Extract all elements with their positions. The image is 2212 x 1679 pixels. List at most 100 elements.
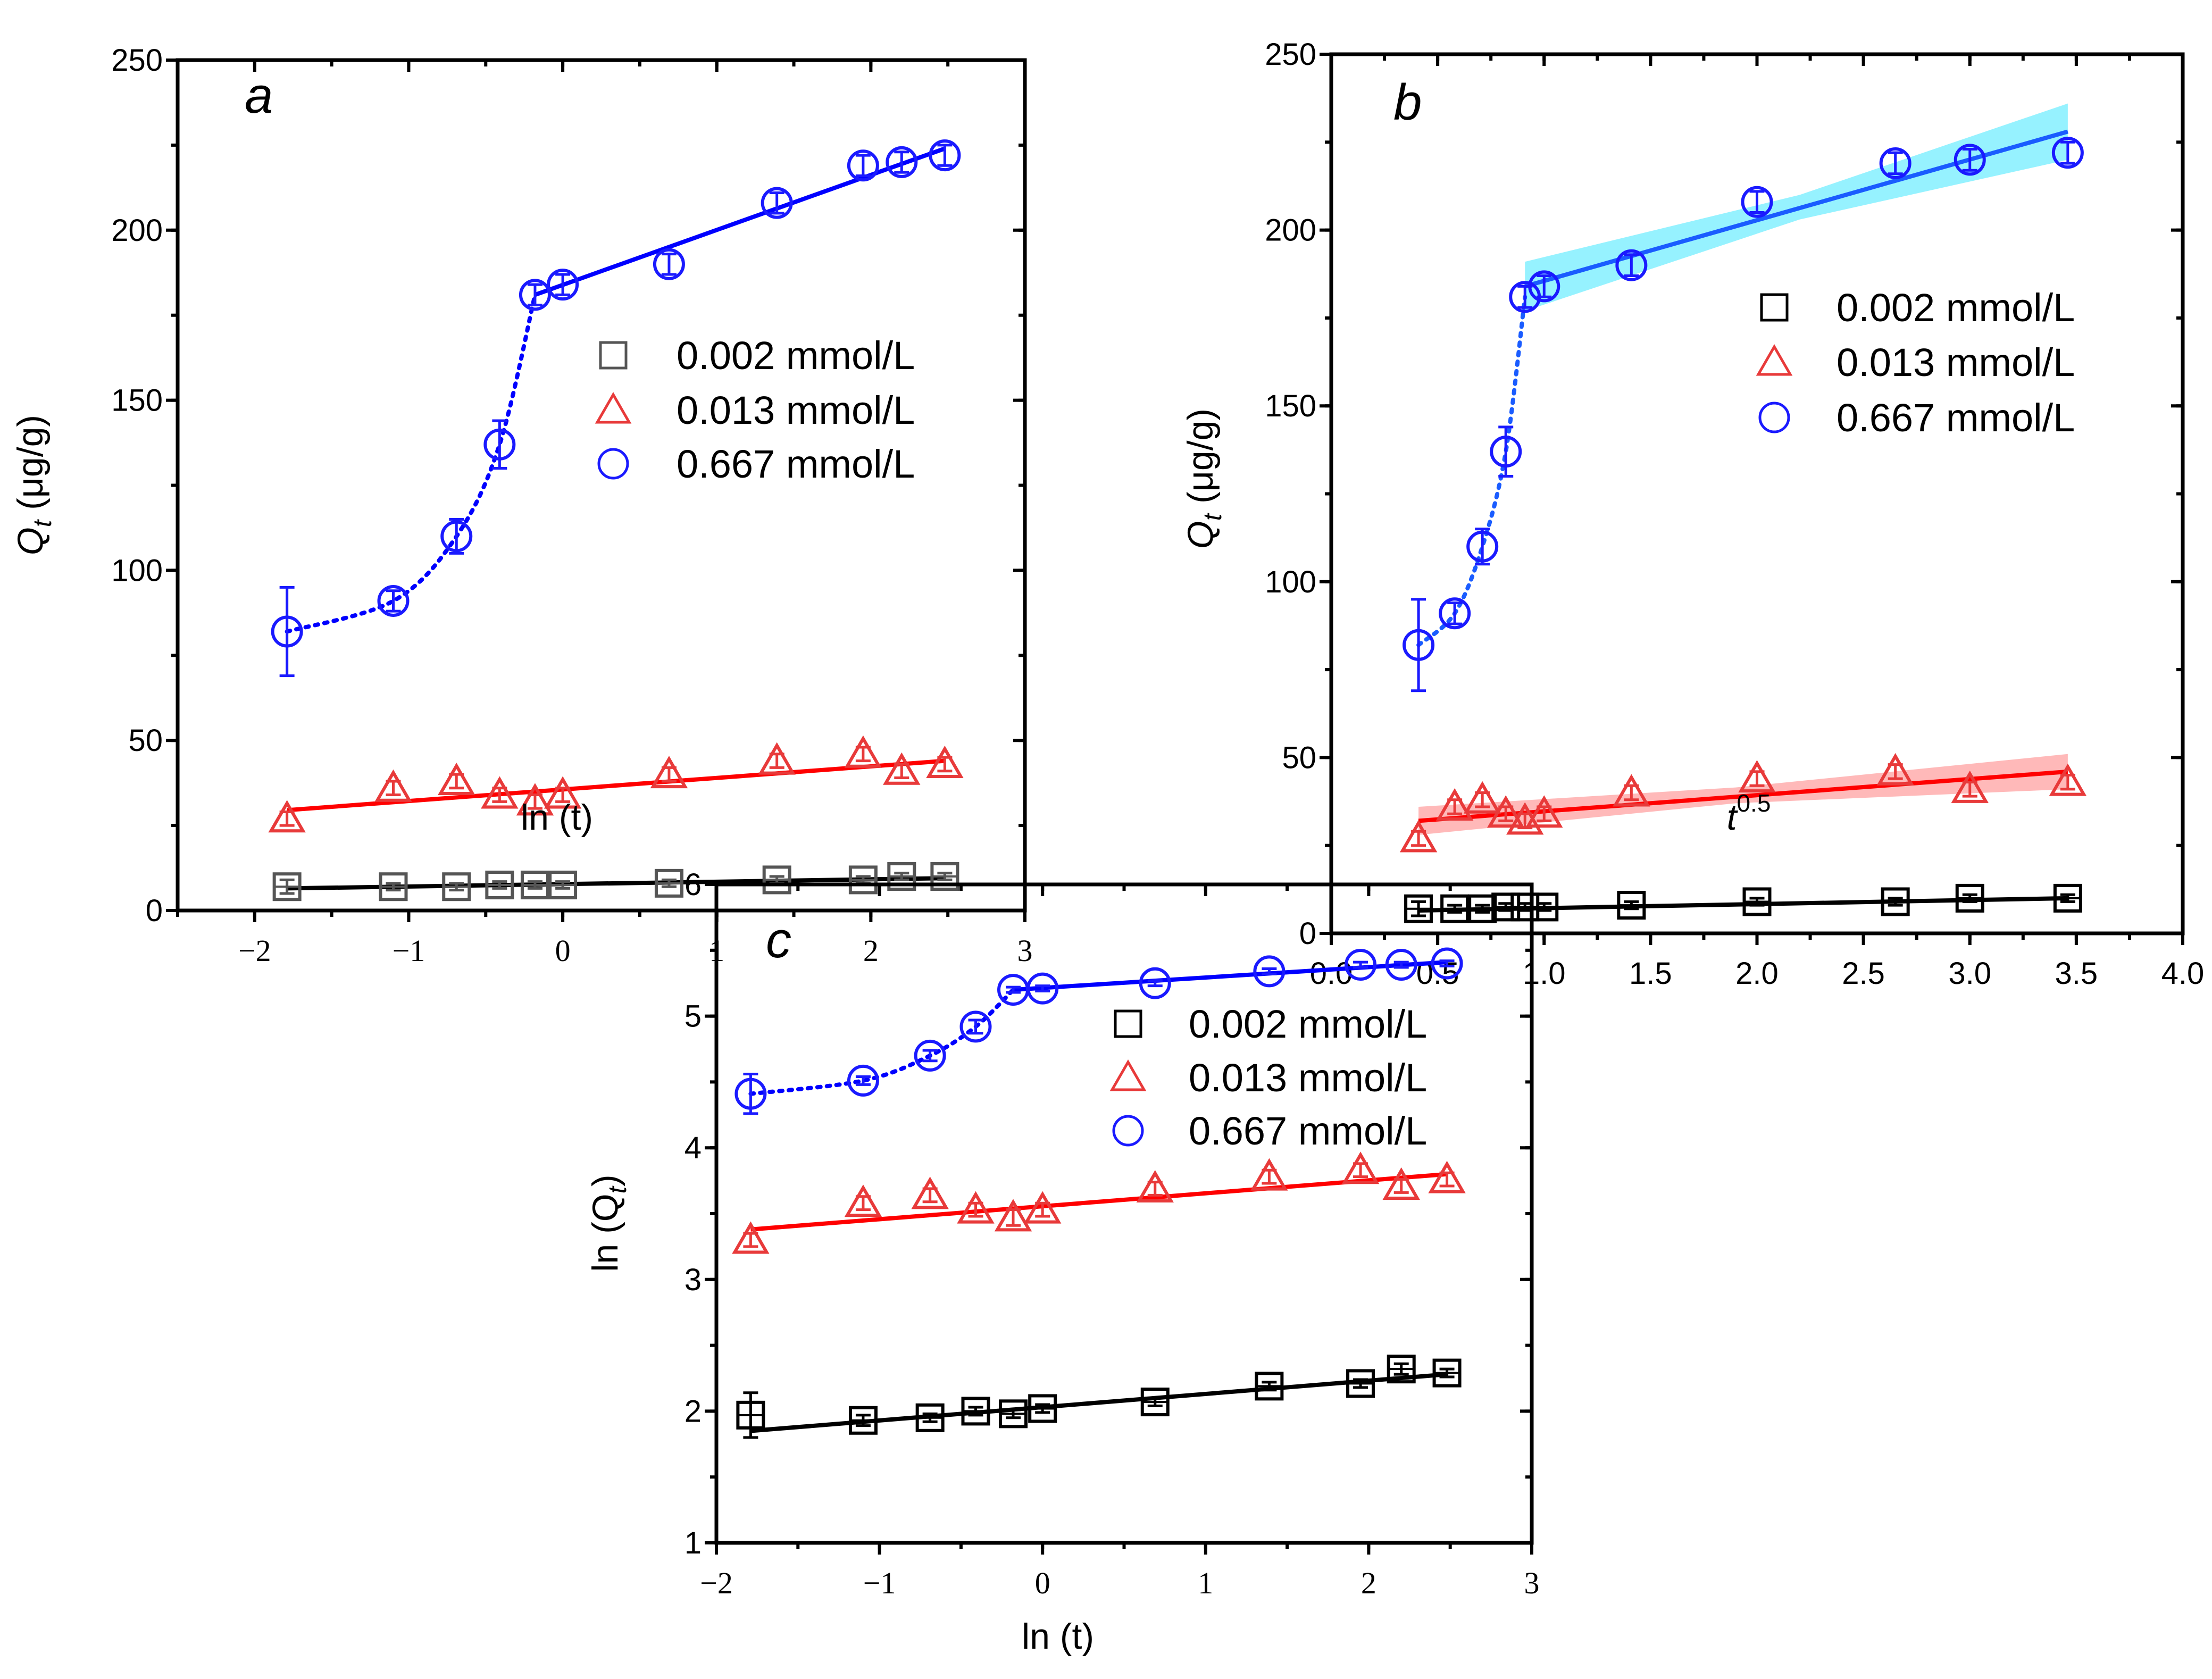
y-tick-label: 150 [111, 383, 163, 418]
legend-label: 0.667 mmol/L [677, 442, 915, 486]
square-marker [1404, 894, 1433, 923]
data-point [1403, 598, 1435, 692]
x-tick-label: −1 [393, 933, 425, 968]
data-point [1026, 972, 1059, 1005]
data-point [1879, 147, 1911, 179]
data-point [1881, 887, 1910, 916]
legend-square-marker [1114, 1009, 1142, 1038]
data-point [847, 1064, 879, 1097]
circle-marker [1741, 186, 1773, 218]
legend-circle-marker [597, 448, 629, 480]
circle-marker [847, 1064, 879, 1097]
data-point [959, 1010, 992, 1043]
square-marker [961, 1397, 990, 1426]
triangle-marker [1136, 1170, 1174, 1202]
triangle-marker [1435, 788, 1474, 821]
x-axis-label-main: ln (t) [521, 797, 593, 838]
data-point [1139, 967, 1171, 999]
square-marker [762, 865, 791, 895]
data-point [516, 783, 554, 816]
dotted-curve [1416, 295, 1527, 647]
data-point [1613, 774, 1650, 807]
x-axis-label-main: t [1727, 797, 1739, 838]
triangle-marker [1250, 1158, 1288, 1191]
data-point [374, 769, 412, 802]
triangle-marker [911, 1176, 949, 1209]
y-axis-label: Qt (μg/g) [10, 415, 57, 555]
square-marker [1028, 1394, 1057, 1423]
data-point [481, 776, 519, 809]
data-point [1528, 270, 1560, 303]
legend-label: 0.013 mmol/L [1189, 1056, 1427, 1100]
data-point [1435, 788, 1474, 821]
legend-circle-marker [1112, 1115, 1144, 1147]
data-point [2053, 883, 2082, 913]
data-point [844, 735, 882, 768]
square-marker [887, 862, 916, 891]
data-point [1382, 1167, 1420, 1200]
data-point [758, 742, 796, 775]
circle-marker [734, 1077, 767, 1110]
data-point [929, 139, 961, 172]
data-point [1385, 949, 1417, 981]
triangle-marker [544, 776, 582, 809]
data-point [1431, 947, 1463, 980]
data-point [377, 584, 410, 617]
data-point [761, 187, 793, 219]
data-point [848, 865, 878, 895]
circle-marker [653, 248, 685, 280]
y-tick-label: 3 [685, 1263, 702, 1297]
data-point [1466, 528, 1499, 566]
y-tick-label: 0 [146, 893, 163, 928]
data-point [883, 752, 921, 785]
y-tick-label: 150 [1265, 389, 1316, 423]
x-tick-label: −2 [238, 933, 271, 968]
data-point [957, 1191, 995, 1224]
circle-marker [1026, 972, 1059, 1005]
circle-marker [1385, 949, 1417, 981]
legend-triangle-marker [595, 391, 632, 424]
data-point [1530, 892, 1559, 922]
y-tick-label: 4 [685, 1131, 702, 1165]
y-axis-label: ln (Qt) [585, 1174, 632, 1272]
x-tick-label: 3.0 [1948, 956, 1991, 991]
triangle-marker [438, 762, 475, 795]
triangle-marker [374, 769, 412, 802]
y-axis-label-sub: t [29, 519, 57, 527]
y-axis-label-unit: (μg/g) [10, 415, 51, 520]
data-point [379, 872, 408, 901]
y-tick-label: 250 [1265, 37, 1316, 72]
data-point [1399, 820, 1438, 853]
data-point [961, 1397, 990, 1426]
data-point [438, 762, 475, 795]
data-point [2049, 763, 2087, 796]
circle-marker [1466, 530, 1499, 563]
triangle-marker [1487, 795, 1525, 828]
triangle-marker [516, 783, 554, 816]
square-marker [915, 1403, 945, 1432]
data-point [1741, 186, 1773, 218]
y-axis-label-sub: t [1199, 513, 1227, 521]
x-tick-label: 1.5 [1629, 956, 1672, 991]
data-point [926, 745, 964, 778]
triangle-marker [1738, 760, 1776, 793]
circle-marker [1490, 436, 1522, 468]
square-marker [548, 871, 578, 900]
panel-label: b [1393, 74, 1422, 131]
data-point [548, 871, 578, 900]
triangle-marker [268, 800, 306, 833]
data-point [483, 419, 516, 470]
data-point [520, 871, 549, 900]
data-point [1490, 425, 1522, 478]
data-point [485, 871, 514, 900]
data-point [271, 586, 303, 678]
data-point [1615, 249, 1648, 281]
circle-marker [886, 146, 918, 178]
panel-c: −2 −1 0 1 2 3 1 2 3 4 5 6 ln (t) ln (Qt) c 0.002 mmol/L… [585, 867, 1540, 1657]
data-point [1341, 1151, 1380, 1184]
circle-marker [1345, 949, 1377, 981]
data-point [1028, 1394, 1057, 1423]
data-point [1463, 781, 1501, 814]
x-tick-label: 2.5 [1842, 956, 1885, 991]
data-point [886, 146, 918, 178]
